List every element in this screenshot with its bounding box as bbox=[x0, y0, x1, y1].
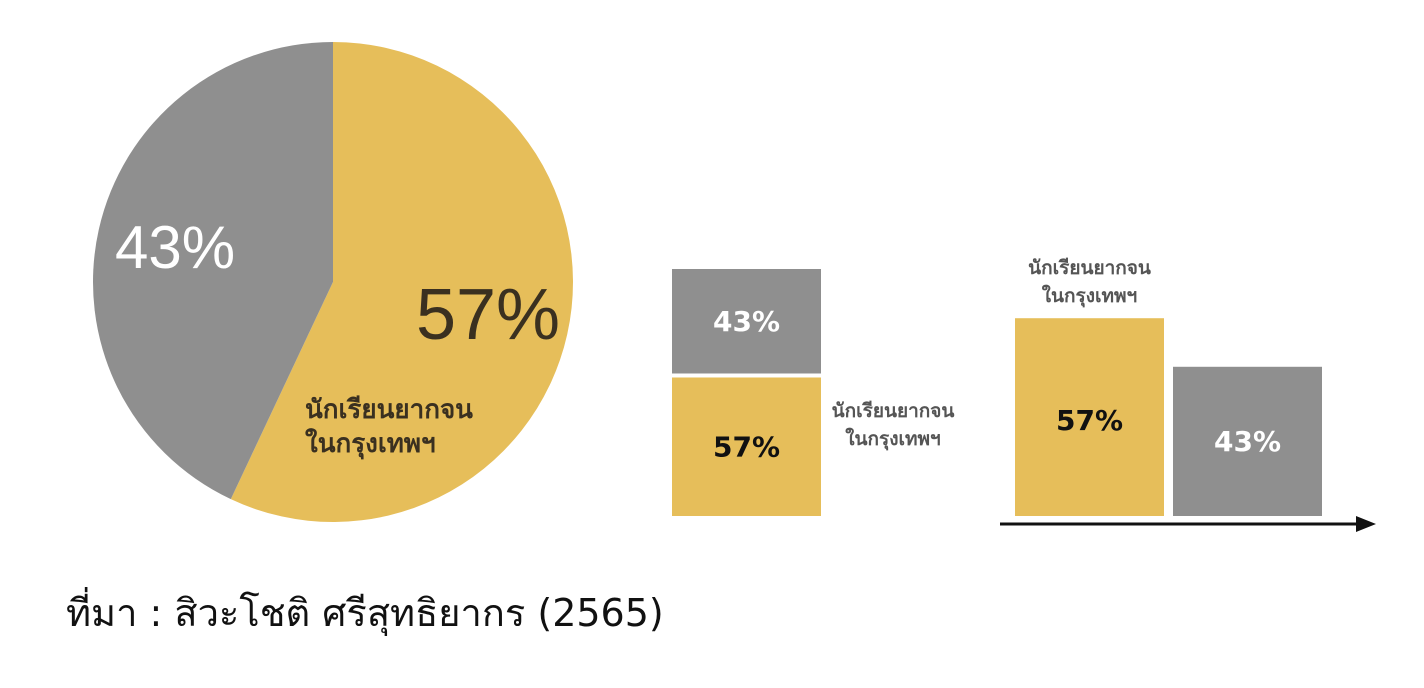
stacked-bar-value-label-57: 57% bbox=[713, 431, 780, 464]
stacked-bar-chart: 57% 43% นักเรียนยากจนในกรุงเทพฯ bbox=[672, 269, 954, 516]
stacked-bar-segment-43-percent bbox=[672, 269, 821, 374]
pie-value-label-43: 43% bbox=[115, 214, 235, 281]
pie-category-label: นักเรียนยากจนในกรุงเทพฯ bbox=[305, 395, 473, 460]
side-bar-chart: 57% 43% นักเรียนยากจนในกรุงเทพฯ bbox=[1000, 257, 1376, 532]
stacked-bar-value-label-43: 43% bbox=[713, 305, 780, 338]
stacked-bar-category-label: นักเรียนยากจนในกรุงเทพฯ bbox=[832, 400, 955, 451]
x-axis-arrow-icon bbox=[1356, 516, 1376, 532]
pie-slice-43-percent bbox=[92, 42, 334, 500]
bar-value-label-57: 57% bbox=[1056, 404, 1123, 437]
bar-value-label-43: 43% bbox=[1214, 425, 1281, 458]
source-citation: ที่มา : สิวะโชติ ศรีสุทธิยากร (2565) bbox=[66, 591, 664, 635]
pie-slice-57-percent bbox=[230, 42, 573, 522]
pie-chart: 57% 43% นักเรียนยากจนในกรุงเทพฯ bbox=[92, 42, 573, 522]
bar-57-percent bbox=[1015, 318, 1164, 516]
stacked-bar-segment-57-percent bbox=[672, 377, 821, 516]
bar-43-percent bbox=[1173, 366, 1322, 516]
pie-value-label-57: 57% bbox=[416, 275, 560, 355]
bar-category-label: นักเรียนยากจนในกรุงเทพฯ bbox=[1028, 257, 1151, 308]
